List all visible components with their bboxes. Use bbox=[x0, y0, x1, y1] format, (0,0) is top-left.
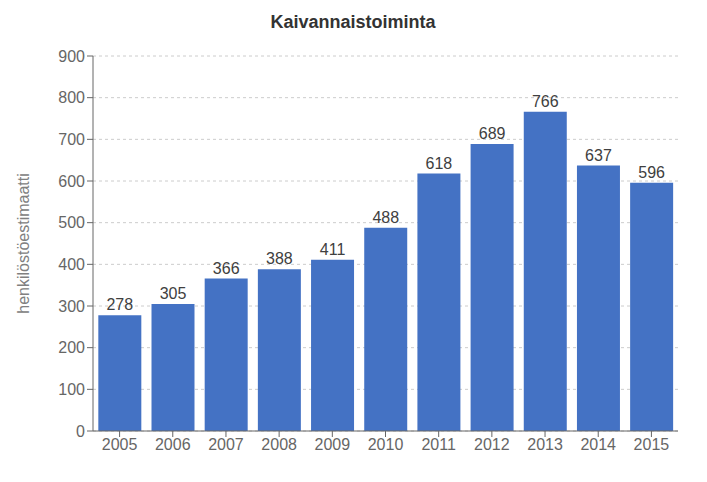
svg-text:2009: 2009 bbox=[315, 436, 351, 453]
svg-text:278: 278 bbox=[106, 296, 133, 313]
html-text:Kaivannaistoiminta: Kaivannaistoiminta bbox=[270, 12, 436, 32]
svg-text:700: 700 bbox=[58, 131, 85, 148]
svg-text:2013: 2013 bbox=[527, 436, 563, 453]
svg-text:900: 900 bbox=[58, 48, 85, 65]
svg-text:2006: 2006 bbox=[155, 436, 191, 453]
svg-text:100: 100 bbox=[58, 381, 85, 398]
svg-text:366: 366 bbox=[213, 260, 240, 277]
svg-text:689: 689 bbox=[479, 125, 506, 142]
svg-text:305: 305 bbox=[160, 285, 187, 302]
svg-text:766: 766 bbox=[532, 93, 559, 110]
svg-text:618: 618 bbox=[426, 155, 453, 172]
svg-text:488: 488 bbox=[372, 209, 399, 226]
svg-text:2005: 2005 bbox=[102, 436, 138, 453]
svg-text:600: 600 bbox=[58, 173, 85, 190]
svg-text:800: 800 bbox=[58, 89, 85, 106]
svg-text:200: 200 bbox=[58, 339, 85, 356]
svg-text:2010: 2010 bbox=[368, 436, 404, 453]
svg-text:400: 400 bbox=[58, 256, 85, 273]
svg-text:2012: 2012 bbox=[474, 436, 510, 453]
svg-text:2014: 2014 bbox=[580, 436, 616, 453]
svg-text:411: 411 bbox=[320, 241, 346, 258]
svg-text:0: 0 bbox=[76, 423, 85, 440]
svg-text:2011: 2011 bbox=[421, 436, 456, 453]
svg-text:500: 500 bbox=[58, 214, 85, 231]
svg-text:596: 596 bbox=[638, 164, 665, 181]
svg-text:300: 300 bbox=[58, 298, 85, 315]
svg-text:637: 637 bbox=[585, 147, 612, 164]
svg-text:388: 388 bbox=[266, 250, 293, 267]
svg-text:2015: 2015 bbox=[634, 436, 670, 453]
svg-text:2008: 2008 bbox=[261, 436, 297, 453]
svg-text:henkilöstöestimaatti: henkilöstöestimaatti bbox=[15, 173, 32, 314]
svg-text:2007: 2007 bbox=[208, 436, 244, 453]
